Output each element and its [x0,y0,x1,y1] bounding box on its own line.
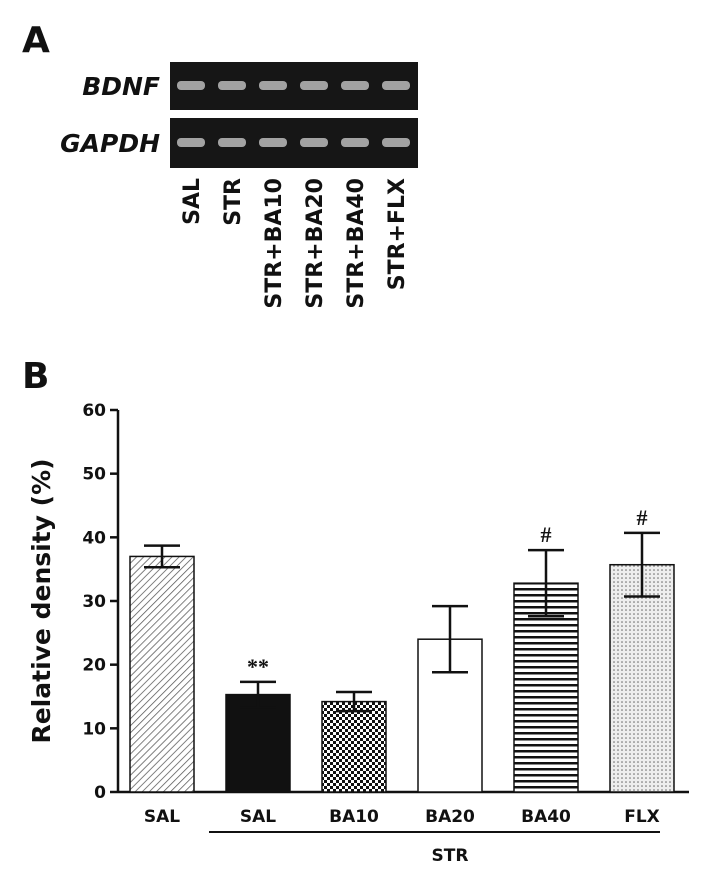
gel-band [300,81,328,90]
gel-band [382,138,410,147]
x-tick-label: BA40 [521,807,571,827]
bar [129,555,195,793]
x-tick-label: BA10 [329,807,379,827]
gel-band [259,138,287,147]
error-bar [336,690,372,713]
gel [170,62,418,168]
lane-label: STR [221,178,246,226]
y-tick-label: 20 [82,656,106,676]
error-bar [240,680,276,709]
error-bar [432,604,468,674]
panel-label: B [22,356,49,397]
error-bar [144,544,180,569]
y-tick-label: 40 [82,528,106,548]
y-tick-label: 0 [94,783,106,803]
y-tick-label: 50 [82,465,106,485]
gel-row-label: BDNF [82,72,160,101]
x-tick-label: FLX [624,807,660,827]
gel-row-label: GAPDH [60,129,160,158]
x-tick-label: SAL [240,807,276,827]
group-label: STR [432,846,469,866]
y-axis-label: Relative density (%) [27,458,56,743]
x-tick-label: SAL [144,807,180,827]
bar [513,582,579,793]
gel-band [177,81,205,90]
lane-label: STR+BA20 [303,178,328,309]
bar [321,700,387,793]
error-bar [528,548,564,618]
x-tick-label: BA20 [425,807,475,827]
gel-band [341,81,369,90]
lane-label: SAL [180,178,205,225]
lane-label: STR+BA40 [344,178,369,309]
gel-band [218,138,246,147]
significance-mark: # [541,522,552,547]
gel-band [341,138,369,147]
bar [225,693,291,793]
bar [609,563,675,793]
gel-band [177,138,205,147]
error-bar [624,531,660,598]
y-tick-label: 60 [82,401,106,421]
lane-label: STR+FLX [385,178,410,290]
panel-label: A [22,20,50,61]
y-tick-label: 30 [82,592,106,612]
gel-band [259,81,287,90]
y-tick-label: 10 [82,719,106,739]
significance-mark: ** [247,654,269,679]
lane-label: STR+BA10 [262,178,287,309]
gel-band [382,81,410,90]
significance-mark: # [637,505,648,530]
gel-band [218,81,246,90]
gel-band [300,138,328,147]
